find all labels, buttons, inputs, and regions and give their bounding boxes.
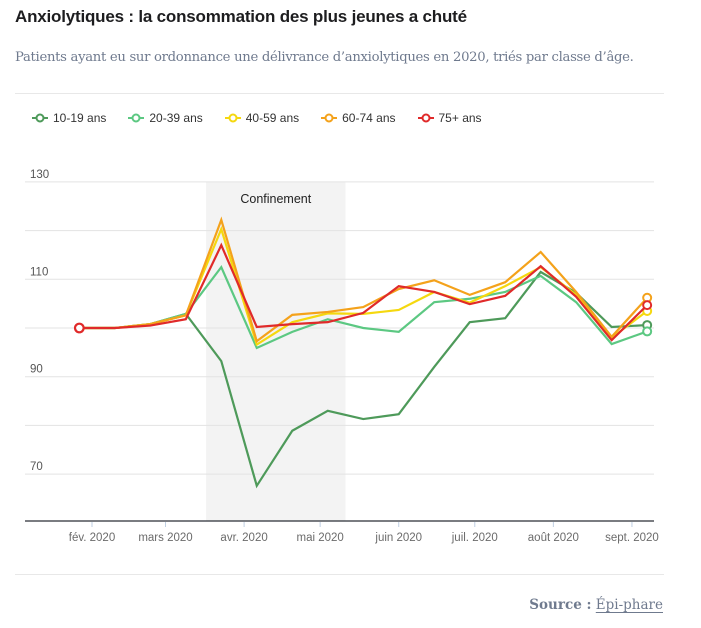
series-line	[79, 242, 648, 342]
y-tick-label-110: 110	[30, 266, 48, 278]
legend-marker-icon	[128, 113, 145, 123]
x-tick-label: sept. 2020	[605, 532, 659, 544]
x-axis: fév. 2020 mars 2020 avr. 2020 mai 2020 juin …	[25, 520, 659, 544]
gridlines: 130 110 90 70	[25, 169, 654, 475]
end-marker	[642, 326, 653, 337]
source-link[interactable]: Épi-phare	[595, 597, 663, 613]
chart-title: Anxiolytiques : la consommation des plus…	[15, 7, 467, 26]
line-chart: Confinement 130 110 90 70 fév. 2020 mars 202…	[25, 169, 659, 544]
y-tick-label-70: 70	[30, 461, 43, 473]
x-tick-label: juin 2020	[374, 532, 422, 544]
bottom-divider	[15, 574, 664, 575]
series-line	[79, 216, 648, 343]
top-divider	[15, 93, 664, 94]
legend-label: 20-39 ans	[149, 111, 203, 125]
end-marker	[642, 300, 653, 311]
x-tick-label: mars 2020	[138, 532, 192, 544]
series-60-74-ans	[79, 216, 653, 343]
x-tick-label: fév. 2020	[69, 532, 115, 544]
annotation-band-layer: Confinement	[206, 181, 346, 521]
series-line	[79, 270, 648, 489]
source-credit: Source : Épi-phare	[529, 597, 663, 613]
legend-item-10-19[interactable]: 10-19 ans	[32, 111, 106, 125]
series-10-19-ans	[79, 270, 653, 489]
x-tick-label: avr. 2020	[220, 532, 267, 544]
legend-item-60-74[interactable]: 60-74 ans	[321, 111, 396, 125]
legend-item-40-59[interactable]: 40-59 ans	[224, 111, 300, 125]
legend-label: 10-19 ans	[53, 111, 107, 125]
series-layer	[73, 216, 653, 489]
legend-marker-icon	[224, 113, 241, 123]
y-tick-label-90: 90	[30, 364, 43, 376]
start-marker	[73, 322, 85, 334]
x-tick-label: août 2020	[528, 532, 579, 544]
legend-label: 60-74 ans	[342, 111, 396, 125]
legend-item-20-39[interactable]: 20-39 ans	[128, 111, 203, 125]
legend-item-75-plus[interactable]: 75+ ans	[417, 111, 482, 125]
legend-marker-icon	[32, 113, 48, 123]
confinement-label: Confinement	[240, 192, 311, 206]
legend: 10-19 ans 20-39 ans 40-59 ans 60-74 ans …	[32, 111, 504, 125]
legend-label: 40-59 ans	[245, 111, 300, 125]
y-tick-label-130: 130	[30, 169, 49, 181]
legend-label: 75+ ans	[438, 111, 482, 125]
legend-marker-icon	[417, 113, 434, 123]
x-tick-label: juil. 2020	[451, 532, 498, 544]
x-tick-label: mai 2020	[296, 532, 343, 544]
confinement-band	[206, 181, 346, 521]
series-75-ans	[79, 242, 653, 342]
legend-marker-icon	[321, 113, 338, 123]
chart-subtitle: Patients ayant eu sur ordonnance une dél…	[15, 50, 634, 65]
source-prefix: Source :	[529, 597, 592, 613]
